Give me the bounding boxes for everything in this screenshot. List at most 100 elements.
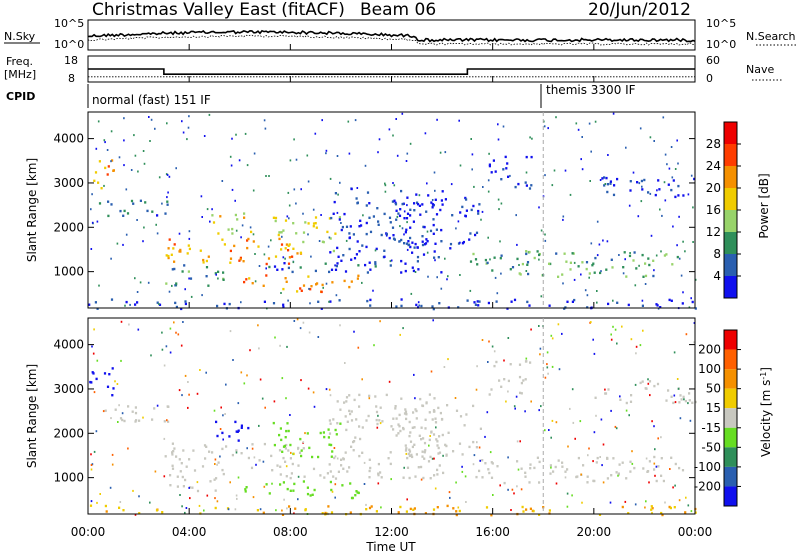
echo-cell	[257, 324, 259, 327]
echo-cell	[258, 424, 260, 427]
echo-cell	[416, 255, 420, 259]
echo-cell	[538, 206, 540, 209]
echo-cell	[244, 132, 247, 135]
echo-cell	[311, 493, 314, 496]
echo-cell	[625, 275, 628, 278]
echo-cell	[331, 490, 334, 493]
echo-cell	[312, 222, 316, 225]
echo-cell	[221, 431, 224, 435]
echo-cell	[539, 353, 541, 356]
echo-cell	[319, 431, 322, 435]
echo-cell	[336, 262, 339, 265]
echo-cell	[180, 462, 183, 465]
echo-cell	[499, 240, 501, 243]
echo-cell	[672, 486, 674, 489]
echo-cell	[199, 369, 201, 371]
echo-cell	[416, 260, 419, 263]
echo-cell	[399, 429, 402, 433]
echo-cell	[388, 236, 391, 240]
echo-cell	[395, 305, 398, 308]
nave-label: Nave	[746, 63, 774, 76]
echo-cell	[638, 264, 640, 267]
echo-cell	[118, 506, 121, 509]
echo-cell	[119, 417, 123, 420]
echo-cell	[390, 259, 393, 262]
echo-cell	[293, 320, 296, 322]
echo-cell	[411, 241, 414, 244]
echo-cell	[592, 262, 595, 265]
echo-cell	[442, 471, 445, 475]
echo-cell	[596, 301, 598, 304]
cpid-program-2: themis 3300 IF	[546, 83, 636, 97]
echo-cell	[151, 418, 154, 421]
echo-cell	[437, 452, 440, 455]
echo-cell	[95, 377, 98, 381]
echo-cell	[406, 152, 409, 155]
echo-cell	[442, 454, 444, 457]
echo-cell	[664, 153, 667, 156]
echo-cell	[507, 379, 510, 383]
echo-cell	[413, 426, 416, 429]
echo-cell	[465, 501, 467, 503]
echo-cell	[329, 251, 332, 254]
echo-cell	[184, 300, 187, 303]
velocity-colorbar-label: Velocity [m s-1]	[759, 367, 774, 457]
echo-cell	[538, 409, 540, 412]
echo-cell	[320, 214, 322, 216]
echo-cell	[313, 488, 316, 492]
echo-cell	[278, 433, 281, 437]
echo-cell	[439, 411, 442, 415]
echo-cell	[488, 340, 490, 343]
echo-cell	[329, 422, 332, 425]
echo-cell	[161, 202, 163, 205]
echo-cell	[206, 208, 209, 211]
echo-cell	[348, 466, 351, 469]
echo-cell	[417, 301, 420, 304]
colorbar-tick-label: 20	[706, 181, 721, 195]
echo-cell	[231, 227, 234, 231]
echo-cell	[251, 443, 254, 446]
echo-cell	[405, 228, 408, 231]
echo-cell	[590, 242, 593, 245]
echo-cell	[413, 373, 415, 376]
echo-cell	[297, 498, 299, 501]
velocity-panel-frame	[87, 317, 696, 515]
echo-cell	[691, 300, 694, 304]
echo-cell	[401, 202, 404, 206]
echo-cell	[132, 489, 134, 492]
echo-cell	[688, 306, 691, 309]
echo-cell	[375, 510, 378, 513]
echo-cell	[369, 298, 372, 302]
echo-cell	[491, 269, 494, 272]
echo-cell	[653, 455, 656, 459]
echo-cell	[290, 472, 293, 475]
echo-cell	[174, 284, 177, 287]
echo-cell	[389, 451, 392, 454]
echo-cell	[498, 208, 500, 211]
echo-cell	[517, 468, 520, 471]
echo-cell	[264, 406, 266, 409]
echo-cell	[627, 512, 630, 515]
echo-cell	[673, 351, 676, 354]
echo-cell	[103, 184, 105, 187]
echo-cell	[593, 352, 596, 355]
echo-cell	[431, 206, 434, 209]
echo-cell	[538, 460, 541, 464]
echo-cell	[90, 248, 93, 250]
echo-cell	[507, 456, 509, 459]
echo-cell	[239, 258, 242, 261]
echo-cell	[155, 509, 159, 512]
echo-cell	[600, 270, 602, 273]
colorbar-cell	[724, 349, 737, 370]
echo-cell	[604, 183, 607, 185]
echo-cell	[390, 425, 393, 428]
echo-cell	[694, 400, 697, 404]
echo-cell	[174, 301, 177, 305]
echo-cell	[276, 268, 279, 271]
echo-cell	[146, 209, 149, 213]
echo-cell	[422, 225, 425, 229]
echo-cell	[484, 258, 487, 262]
echo-cell	[566, 492, 569, 495]
echo-cell	[343, 279, 346, 283]
echo-cell	[514, 185, 517, 189]
